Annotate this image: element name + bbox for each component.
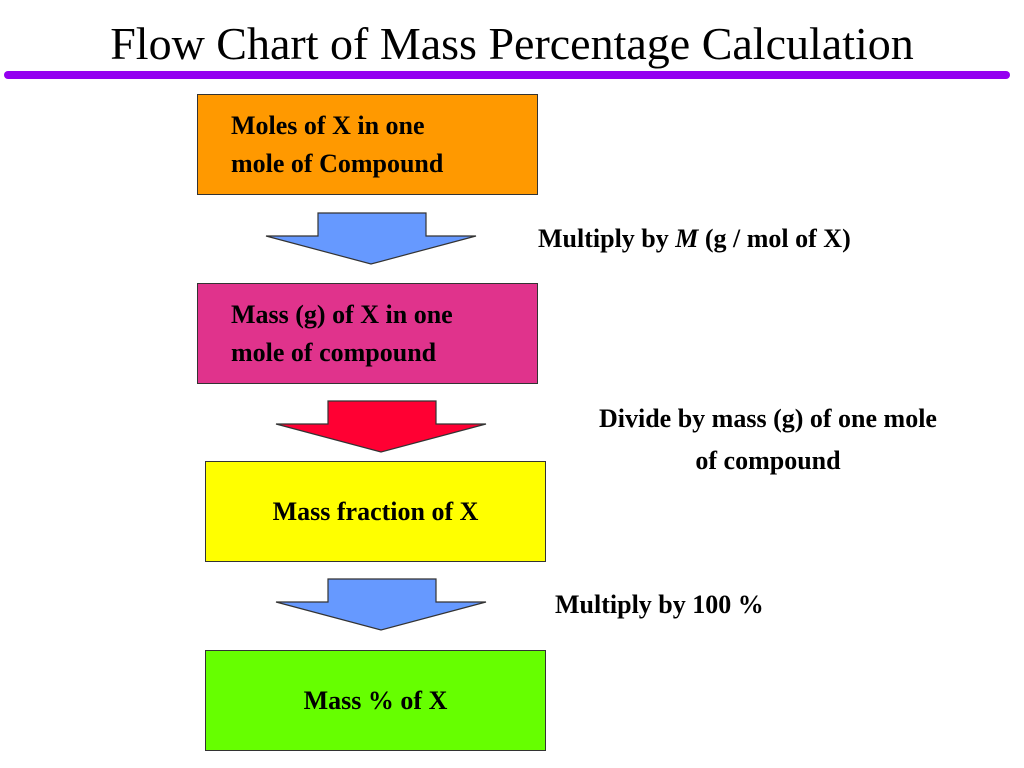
- step-label-mass-percent: Mass % of X: [303, 685, 448, 715]
- step-box-mass-g: Mass (g) of X in one mole of compound: [197, 283, 538, 384]
- step-label-mass-fraction: Mass fraction of X: [272, 496, 479, 526]
- down-arrow-2-icon: [275, 400, 487, 453]
- operation-multiply-by-100: Multiply by 100 %: [555, 590, 764, 619]
- operation-multiply-molar-mass: Multiply by M (g / mol of X): [538, 218, 851, 260]
- operation-1-prefix: Multiply by: [538, 224, 676, 253]
- step-box-mass-fraction: Mass fraction of X: [205, 461, 546, 562]
- step-label-mass-g: Mass (g) of X in one mole of compound: [231, 299, 453, 367]
- step-box-mass-percent: Mass % of X: [205, 650, 546, 751]
- down-arrow-1-icon: [265, 212, 477, 265]
- step-box-moles: Moles of X in one mole of Compound: [197, 94, 538, 195]
- operation-1-suffix: (g / mol of X): [698, 224, 851, 253]
- molar-mass-symbol: M: [675, 224, 699, 253]
- down-arrow-3-icon: [275, 578, 487, 631]
- title-underline: [4, 71, 1010, 79]
- step-label-moles: Moles of X in one mole of Compound: [231, 110, 444, 178]
- operation-divide-by-mass: Divide by mass (g) of one mole of compou…: [599, 404, 937, 475]
- slide-title: Flow Chart of Mass Percentage Calculatio…: [110, 18, 914, 69]
